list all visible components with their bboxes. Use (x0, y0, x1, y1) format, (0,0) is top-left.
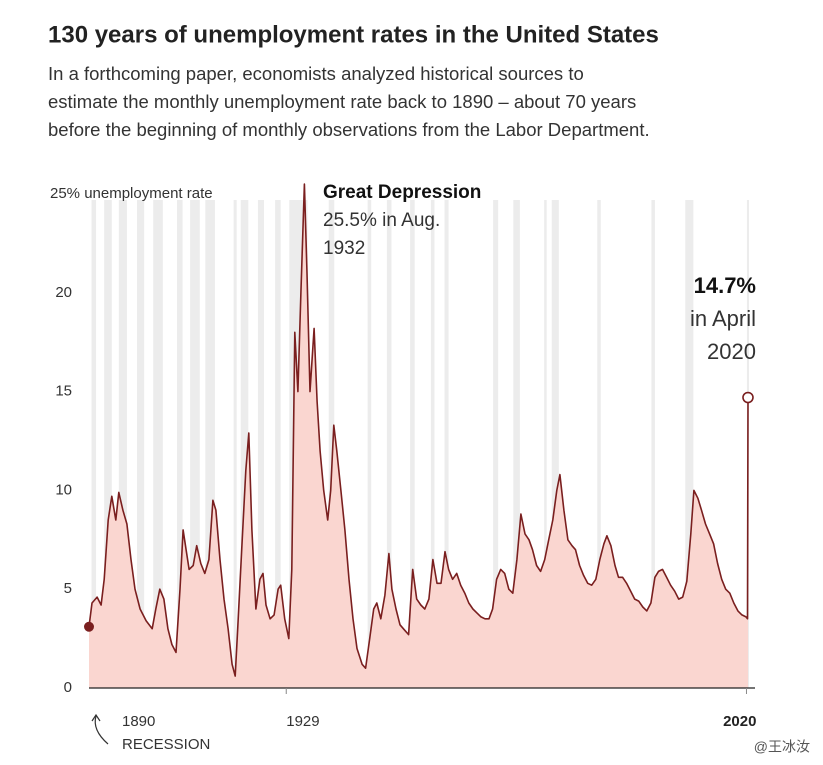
line (88, 183, 749, 677)
recession-band (685, 200, 694, 688)
y-tick-label: 20 (55, 284, 72, 301)
recession-band (430, 200, 435, 688)
arrow-head (91, 713, 101, 722)
recession-band (551, 200, 559, 688)
recession-band (328, 200, 335, 688)
start-point (84, 621, 94, 632)
recession-band (233, 200, 237, 688)
y-tick-label: 25% unemployment rate (50, 185, 213, 202)
annotation: 14.7% (694, 273, 756, 298)
recession-band (153, 200, 163, 688)
recession-band (444, 200, 449, 688)
recession-band (386, 200, 392, 688)
recession-band (275, 200, 281, 688)
recession-band (493, 200, 499, 688)
recession-band (118, 200, 127, 688)
annotation: 1932 (323, 238, 365, 259)
x-tick-label: 2020 (723, 713, 756, 730)
area (89, 184, 748, 688)
y-tick-label: 0 (64, 679, 72, 696)
x-tick-label: 1929 (286, 713, 319, 730)
recession-band (410, 200, 415, 688)
recession-band (513, 200, 520, 688)
recession-band (367, 200, 372, 688)
plot (84, 183, 755, 689)
y-tick-label: 10 (55, 481, 72, 498)
chart-title: 130 years of unemployment rates in the U… (48, 21, 659, 48)
annotation: RECESSION (122, 736, 210, 753)
y-tick-label: 15 (55, 383, 72, 400)
end-point (742, 391, 754, 404)
recession-band (104, 200, 112, 688)
recession-band (597, 200, 601, 688)
subtitle: before the beginning of monthly observat… (48, 119, 650, 140)
recession-band (544, 200, 547, 688)
recession-band (240, 200, 249, 688)
recession-band (177, 200, 183, 688)
subtitle: estimate the monthly unemployment rate b… (48, 91, 636, 112)
recession-band (257, 200, 264, 688)
recession-band (137, 200, 145, 688)
recession-band (190, 200, 200, 688)
watermark: @王冰汝 (754, 739, 810, 755)
annotation: 25.5% in Aug. (323, 210, 440, 231)
annotation: Great Depression (323, 182, 481, 203)
arrow (94, 715, 109, 745)
subtitle: In a forthcoming paper, economists analy… (48, 63, 584, 84)
annotation: 2020 (707, 339, 756, 364)
y-tick-label: 5 (64, 580, 72, 597)
annotation: 1890 (122, 713, 155, 730)
recession-band (651, 200, 655, 688)
recession-band (91, 200, 97, 688)
annotation: in April (690, 306, 756, 331)
recession-band (205, 200, 215, 688)
